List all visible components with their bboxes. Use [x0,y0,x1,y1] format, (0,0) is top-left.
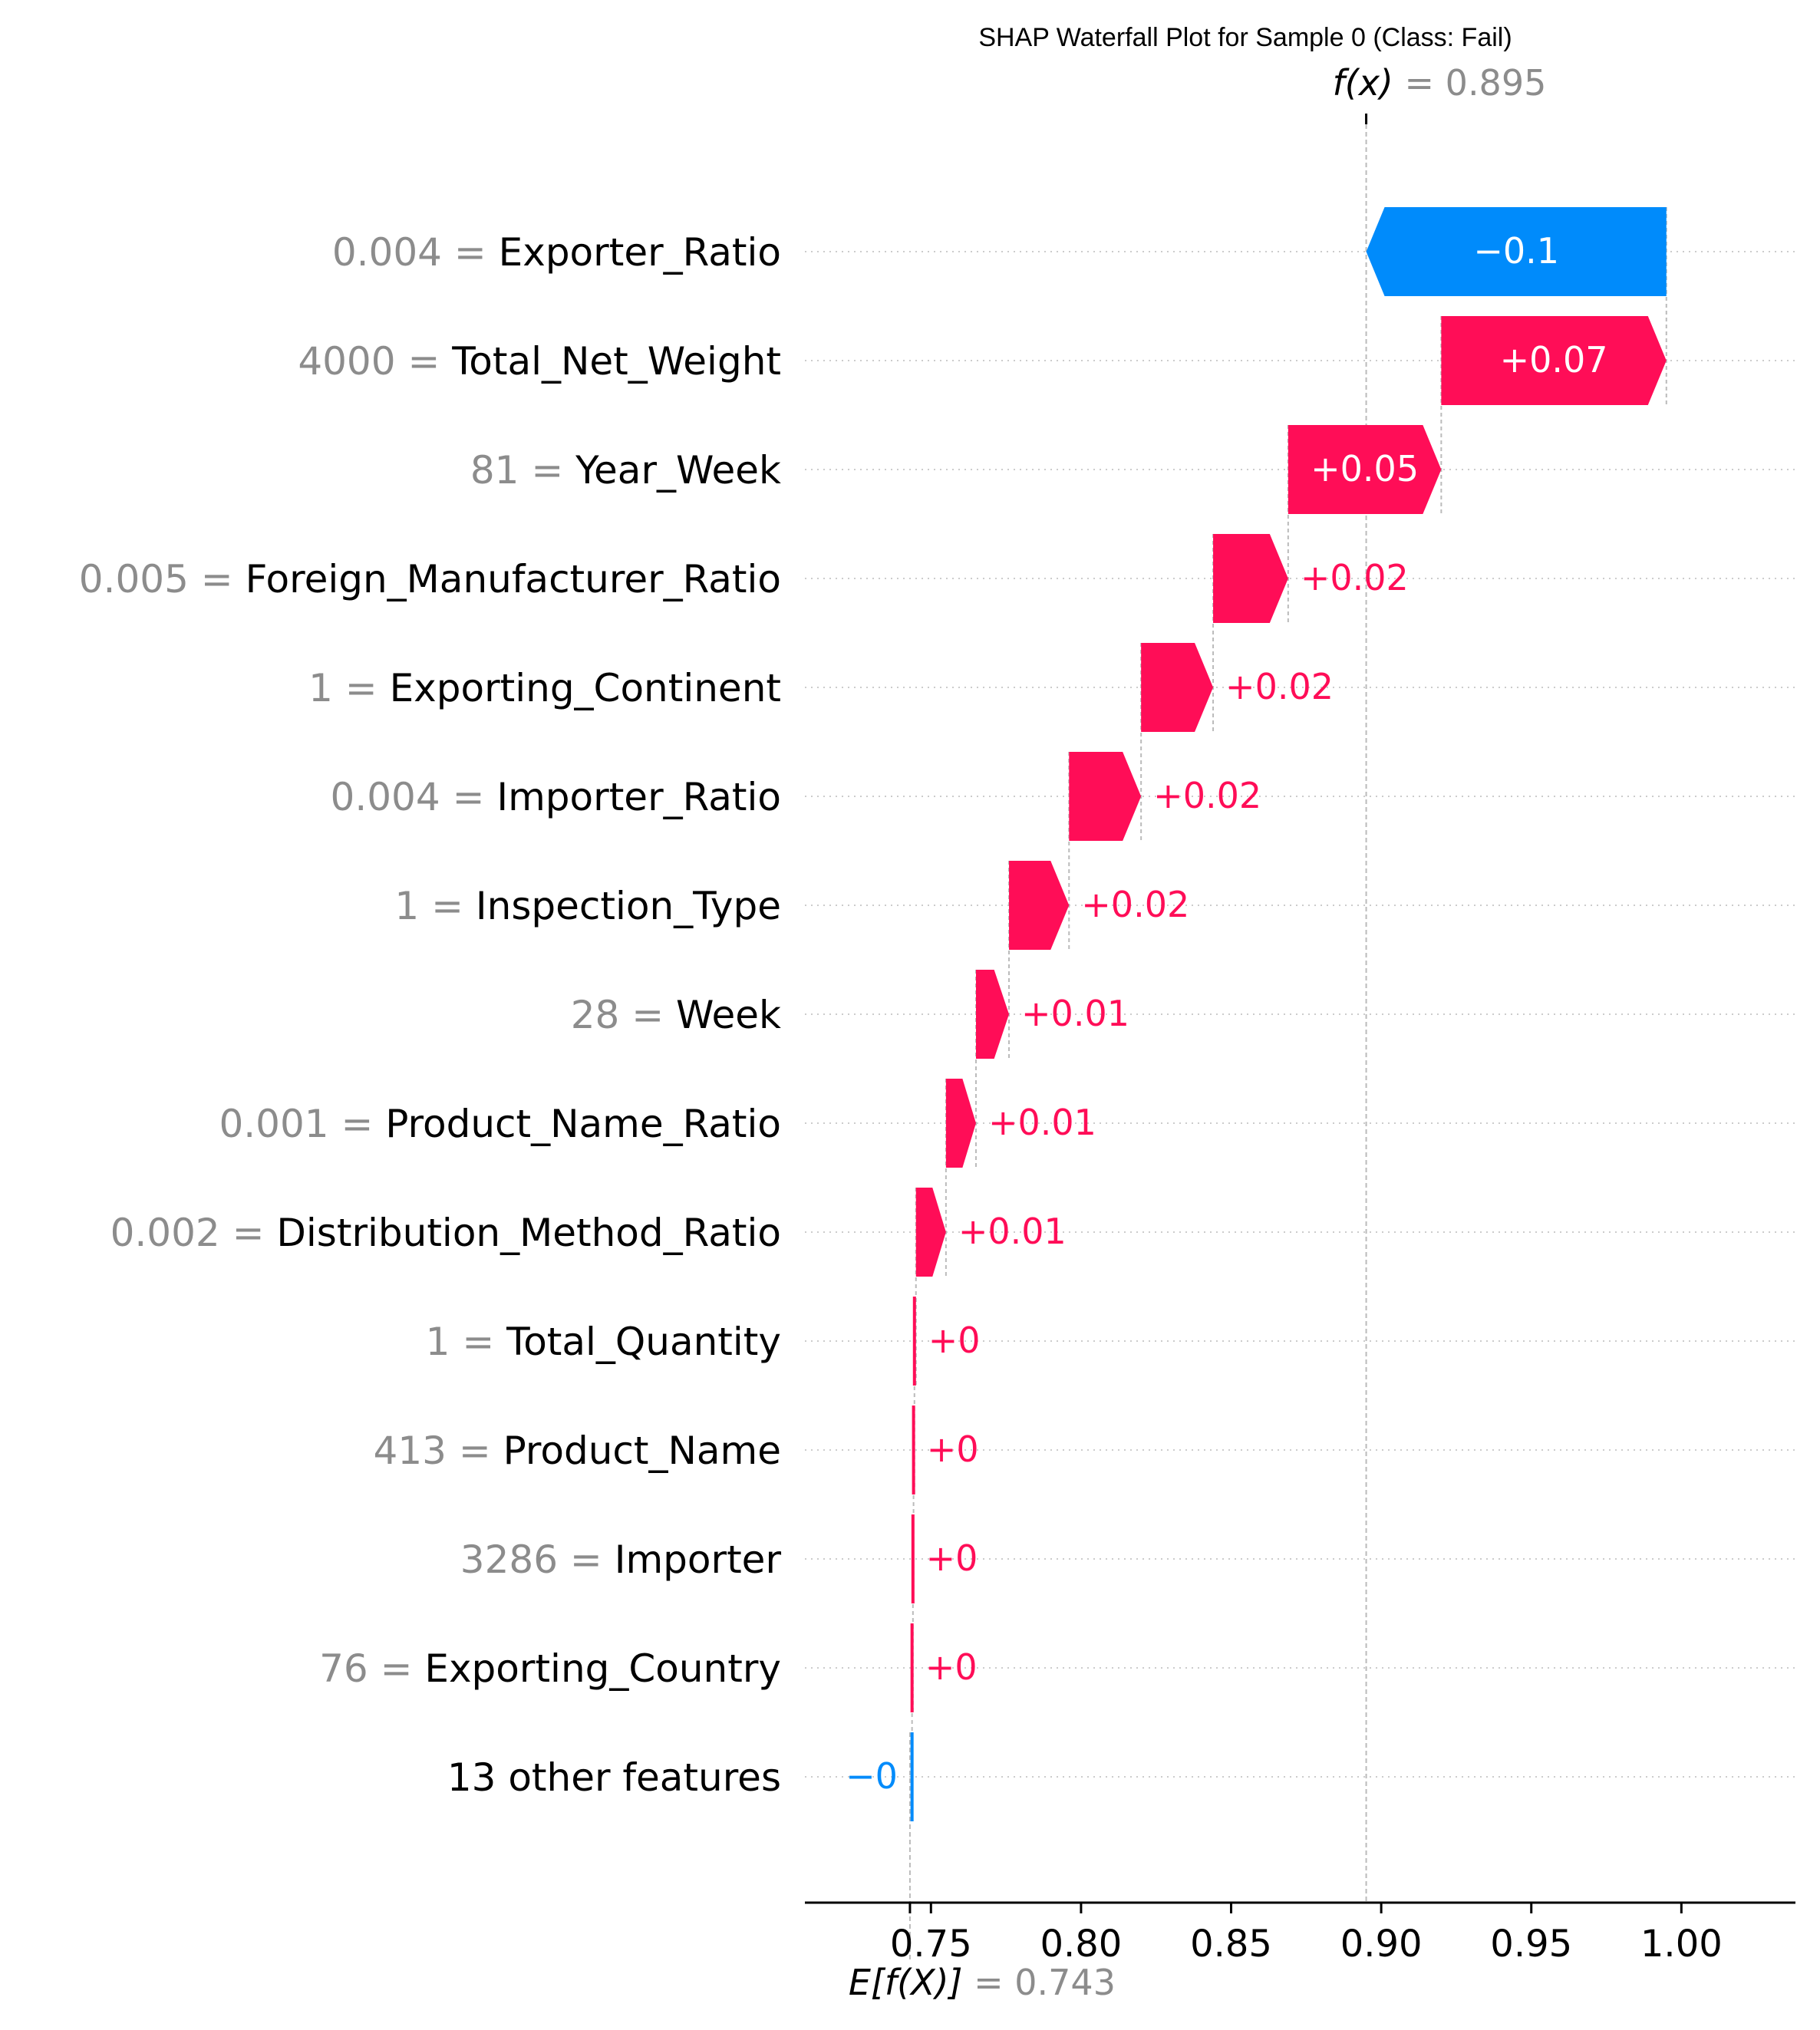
feature-name: Total_Quantity [506,1320,781,1364]
feature-label: 28 = Week [571,993,781,1037]
feature-value: 76 = [319,1646,424,1691]
waterfall-bar [1213,534,1288,623]
feature-label: 3286 = Importer [460,1537,782,1582]
output-label: f(x) [1333,62,1393,104]
feature-name: Inspection_Type [476,884,781,928]
x-tick-label: 0.85 [1190,1923,1272,1966]
output-value: 0.895 [1446,62,1547,104]
feature-value: 413 = [374,1429,503,1473]
feature-name: Exporter_Ratio [499,230,781,275]
feature-name: Year_Week [575,448,781,493]
x-tick-label: 0.90 [1340,1923,1423,1966]
row-labels: −0.1 0.004 = Exporter_Ratio +0.07 4000 = To… [79,230,1608,1800]
contribution-label: +0.01 [958,1211,1067,1252]
waterfall-bar [915,1188,946,1277]
feature-name: Exporting_Continent [390,666,781,710]
feature-name: Total_Net_Weight [451,339,781,384]
feature-label: 0.002 = Distribution_Method_Ratio [110,1211,781,1255]
feature-value: 1 = [308,666,390,710]
x-tick-label: 0.75 [890,1923,972,1966]
feature-name: Exporting_Country [424,1646,781,1691]
base-value-annotation: E[f(X)] = 0.743 [849,1962,1116,2003]
contribution-label: +0.02 [1225,666,1334,707]
feature-value: 0.004 = [331,775,497,819]
feature-value: 0.001 = [219,1102,385,1146]
connector-guides [911,207,1667,1821]
feature-value: 1 = [394,884,476,928]
x-tick-label: 0.80 [1040,1923,1122,1966]
x-tick-label: 0.95 [1490,1923,1572,1966]
waterfall-bar [1009,861,1070,950]
contribution-label: +0 [928,1320,981,1361]
feature-label: 0.001 = Product_Name_Ratio [219,1102,781,1146]
waterfall-bar [1288,425,1442,514]
feature-label: 0.004 = Importer_Ratio [331,775,781,819]
feature-name: Distribution_Method_Ratio [276,1211,781,1255]
feature-label: 76 = Exporting_Country [319,1646,781,1691]
contribution-label: −0.1 [1473,230,1559,272]
waterfall-bar [975,970,1010,1059]
contribution-label: +0.07 [1500,339,1608,381]
contribution-label: +0 [925,1646,978,1688]
feature-label: 1 = Exporting_Continent [308,666,781,710]
feature-value: 28 = [571,993,676,1037]
feature-label: 13 other features [447,1755,781,1800]
contribution-label: +0.02 [1301,557,1409,598]
output-value-annotation: f(x) = 0.895 [1333,62,1547,104]
contribution-label: +0.05 [1311,448,1419,489]
feature-label: 1 = Total_Quantity [426,1320,781,1364]
feature-value: 1 = [426,1320,507,1364]
feature-name: Week [676,993,781,1037]
waterfall-bar [945,1079,976,1168]
feature-label: 1 = Inspection_Type [394,884,781,928]
contribution-label: +0.02 [1081,884,1189,925]
contribution-label: +0 [926,1537,978,1579]
feature-name: Product_Name_Ratio [385,1102,781,1146]
feature-value: 3286 = [460,1537,615,1582]
waterfall-bar [1141,643,1214,732]
contribution-label: −0 [846,1755,898,1797]
x-tick-label: 1.00 [1640,1923,1723,1966]
waterfall-bar [1069,752,1142,841]
feature-name: Product_Name [503,1429,781,1473]
base-value: 0.743 [1014,1962,1116,2003]
feature-value: 0.004 = [332,230,499,275]
waterfall-bar [1366,207,1667,296]
feature-label: 0.005 = Foreign_Manufacturer_Ratio [79,557,781,601]
feature-name: Foreign_Manufacturer_Ratio [246,557,781,601]
contribution-label: +0.01 [988,1102,1096,1143]
feature-value: 4000 = [298,339,452,384]
contribution-label: +0 [927,1429,979,1470]
x-axis-ticks: 0.75 0.80 0.85 0.90 0.95 1.00 [890,1903,1723,1966]
feature-name: Importer_Ratio [496,775,781,819]
feature-value: 0.002 = [110,1211,277,1255]
feature-value: 81 = [470,448,575,493]
contribution-label: +0.01 [1021,993,1129,1034]
feature-label: 413 = Product_Name [374,1429,781,1473]
waterfall-bar [1441,316,1667,405]
chart-title: SHAP Waterfall Plot for Sample 0 (Class:… [978,23,1512,52]
feature-name: Importer [615,1537,782,1582]
feature-name: 13 other features [447,1755,781,1800]
base-label: E[f(X)] [849,1962,963,2003]
feature-value: 0.005 = [79,557,246,601]
feature-label: 4000 = Total_Net_Weight [298,339,781,384]
contribution-label: +0.02 [1153,775,1261,816]
bars [910,207,1667,1821]
feature-label: 0.004 = Exporter_Ratio [332,230,781,275]
feature-label: 81 = Year_Week [470,448,781,493]
